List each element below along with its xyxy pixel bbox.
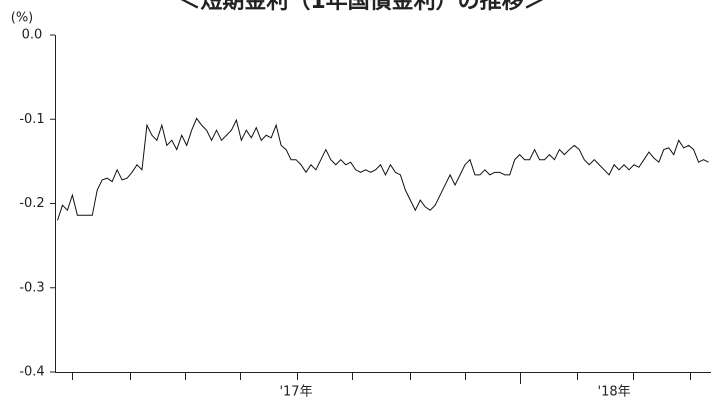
y-unit: (%) bbox=[11, 11, 34, 26]
x-tick-label: '17年 bbox=[279, 385, 312, 400]
y-tick-label: 0.0 bbox=[22, 28, 43, 43]
y-tick-label: -0.4 bbox=[19, 365, 44, 380]
y-tick-label: -0.3 bbox=[19, 280, 44, 295]
y-tick-label: -0.2 bbox=[19, 196, 44, 211]
axes bbox=[55, 35, 711, 384]
line bbox=[57, 117, 709, 221]
y-tick-label: -0.1 bbox=[19, 112, 44, 127]
x-tick-label: '18年 bbox=[598, 385, 631, 400]
chart-title: ＜短期金利（1年国債金利）の推移＞ bbox=[178, 0, 545, 14]
